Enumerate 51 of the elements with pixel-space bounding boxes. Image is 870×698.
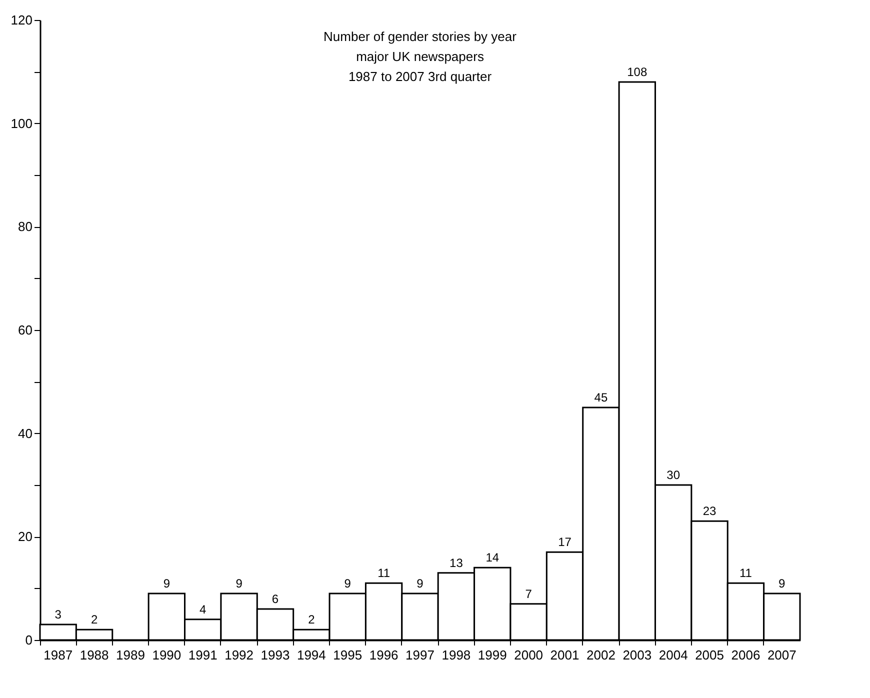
- x-tick-label: 2007: [767, 648, 796, 662]
- x-tick-label: 1996: [369, 648, 398, 662]
- data-label: 4: [200, 602, 207, 616]
- text: major UK newspapers: [356, 49, 484, 64]
- y-tick-label: 100: [10, 116, 32, 131]
- x-tick-label: 1987: [44, 648, 73, 662]
- data-label: 9: [163, 576, 170, 590]
- y-tick-label: 0: [25, 632, 32, 648]
- y-tick-label: 20: [18, 529, 32, 544]
- data-label: 45: [594, 390, 608, 404]
- text: Number of gender stories by year: [324, 29, 516, 44]
- data-label: 23: [702, 504, 717, 518]
- data-label: 108: [627, 65, 648, 79]
- x-tick-label: 2004: [658, 648, 688, 662]
- data-label: 9: [778, 576, 786, 590]
- data-label: 9: [344, 576, 352, 590]
- data-label: 2: [90, 612, 98, 627]
- data-label: 9: [416, 576, 424, 590]
- data-label: 30: [666, 468, 680, 482]
- data-label: 6: [272, 592, 279, 606]
- x-tick-label: 2003: [622, 648, 652, 662]
- y-tick-label: 80: [18, 219, 32, 234]
- x-tick-label: 1989: [116, 648, 145, 662]
- data-label: 13: [450, 556, 464, 570]
- data-label: 11: [378, 566, 390, 580]
- x-tick-label: 2002: [586, 648, 616, 662]
- data-label: 14: [486, 550, 500, 565]
- text: 1987 to 2007 3rd quarter: [348, 69, 492, 84]
- y-tick-label: 40: [18, 426, 32, 441]
- x-tick-label: 1998: [442, 648, 471, 662]
- x-tick-label: 2006: [731, 648, 760, 662]
- x-tick-label: 1993: [260, 648, 290, 662]
- x-tick-label: 1991: [188, 648, 218, 662]
- x-tick-label: 1997: [406, 648, 434, 662]
- x-tick-label: 1995: [333, 648, 362, 662]
- data-label: 17: [558, 535, 572, 550]
- y-tick-label: 60: [18, 322, 32, 338]
- data-label: 7: [525, 586, 532, 601]
- x-tick-label: 1988: [80, 648, 109, 662]
- x-tick-label: 1990: [152, 648, 182, 662]
- x-tick-label: 2000: [514, 648, 544, 662]
- x-tick-label: 2001: [550, 648, 580, 662]
- x-tick-label: 2005: [695, 648, 724, 662]
- x-tick-label: 1999: [478, 648, 507, 662]
- x-tick-label: 1992: [224, 648, 254, 662]
- data-label: 2: [308, 612, 316, 627]
- data-label: 11: [739, 566, 752, 580]
- data-label: 9: [236, 576, 243, 590]
- x-tick-label: 1994: [296, 648, 326, 662]
- y-tick-label: 120: [10, 12, 32, 28]
- data-label: 3: [54, 608, 62, 622]
